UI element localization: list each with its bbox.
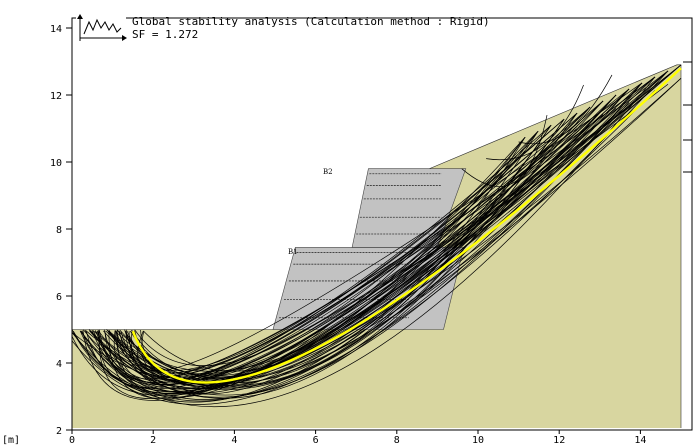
x-tick-label: 2	[150, 435, 156, 445]
x-tick-label: 0	[69, 435, 75, 445]
slip-surface-line	[125, 88, 630, 377]
slip-surface-line	[143, 137, 526, 372]
analysis-title: Global stability analysis (Calculation m…	[132, 15, 490, 28]
block-label-b1: B1	[288, 248, 298, 256]
safety-factor: SF = 1.272	[132, 28, 198, 41]
slip-surface-line	[125, 64, 682, 385]
slip-surface-line	[134, 130, 539, 366]
slip-surface-line	[124, 70, 669, 383]
slip-surface-line	[129, 124, 552, 375]
slip-surface-line	[115, 112, 578, 379]
x-tick-label: 8	[394, 435, 400, 445]
y-tick-label: 4	[56, 359, 62, 370]
y-tick-label: 8	[56, 225, 62, 236]
slip-surface-line	[137, 82, 643, 372]
slip-surface-line	[128, 118, 565, 381]
slip-surface-line	[518, 74, 613, 145]
unit-label: [m]	[2, 435, 20, 445]
slip-surface-line	[140, 126, 578, 381]
slip-surface-line	[103, 112, 578, 382]
slip-surface-line	[486, 84, 584, 160]
slip-surface-line	[108, 137, 526, 384]
slip-surface-line	[461, 115, 548, 187]
slip-surface-line	[124, 106, 591, 376]
x-tick-label: 6	[313, 435, 319, 445]
slip-surface-line	[91, 100, 604, 393]
analysis-graph-icon	[76, 14, 127, 42]
block-label-b2: B2	[323, 168, 333, 176]
y-tick-label: 10	[50, 158, 62, 169]
y-tick-label: 14	[50, 24, 62, 35]
x-tick-label: 14	[634, 435, 646, 445]
y-tick-label: 2	[56, 426, 62, 437]
slip-surfaces	[72, 64, 682, 408]
slip-surface-line	[120, 82, 643, 389]
y-tick-label: 6	[56, 292, 62, 303]
critical-slip-surface	[131, 67, 682, 384]
slip-surface-line	[80, 88, 630, 402]
x-tick-label: 12	[553, 435, 565, 445]
slip-surface-line	[90, 90, 656, 389]
y-axis-ticks: 2 4 6 8 10 12 14	[50, 24, 72, 437]
x-axis-ticks: 0 2 4 6 8 10 12 14	[69, 430, 646, 445]
x-tick-label: 10	[472, 435, 484, 445]
y-tick-label: 12	[50, 91, 62, 102]
slip-surface-line	[114, 100, 604, 372]
slip-surface-line	[141, 76, 656, 374]
slip-surface-line	[116, 76, 656, 394]
x-tick-label: 4	[231, 435, 237, 445]
slip-surface-line	[108, 102, 630, 387]
